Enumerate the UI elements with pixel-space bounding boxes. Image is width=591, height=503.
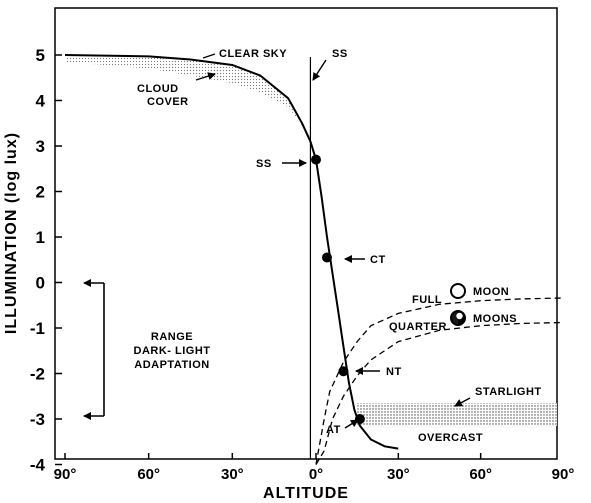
overcast-label: OVERCAST — [418, 432, 483, 444]
full-label: FULL — [412, 294, 442, 306]
x-tick-label: 90° — [54, 466, 77, 483]
ss-top-arrow — [312, 59, 327, 81]
plot-frame — [54, 7, 558, 460]
y-axis-title: ILLUMINATION (log lux) — [3, 132, 20, 334]
x-tick-label: 90° — [552, 466, 575, 483]
x-tick-label: 60° — [469, 466, 492, 483]
ss-point-label: SS — [256, 158, 272, 170]
moon-label: MOON — [473, 286, 509, 298]
y-tick-label: 2 — [36, 183, 45, 202]
range-label-2: DARK- LIGHT — [134, 345, 211, 357]
twilight-point-ss — [311, 154, 321, 165]
clear-sky-leader — [202, 53, 216, 59]
y-tick-label: 0 — [36, 274, 45, 293]
x-tick-label: 30° — [387, 466, 410, 483]
ticks-layer: 5 4 3 2 1 0 -1 -2 -3 -4 90° 60° 30° 0° 30° 60° 90° — [30, 46, 574, 483]
twilight-point-at — [354, 414, 365, 424]
points-layer — [311, 154, 365, 424]
twilight-point-ct — [321, 252, 332, 263]
cloud-cover-arrow — [195, 72, 216, 81]
ss-top-label: SS — [332, 48, 348, 60]
y-tick-label: 5 — [36, 46, 45, 65]
cloud-label-1: CLOUD — [137, 83, 179, 95]
starlight-band — [357, 403, 557, 426]
quarter-label: QUARTER — [389, 321, 447, 333]
bands-layer — [65, 55, 557, 426]
range-label-1: RANGE — [151, 331, 193, 343]
at-label: AT — [326, 424, 341, 436]
quarter-moon-icon — [450, 310, 466, 326]
cloud-cover-band — [65, 55, 303, 126]
x-tick-label: 60° — [137, 466, 160, 483]
ct-label: CT — [370, 254, 386, 266]
full-moon-icon — [450, 283, 466, 299]
adaptation-range-bracket — [83, 279, 105, 420]
clear-sky-label: CLEAR SKY — [219, 48, 287, 60]
x-axis-title: ALTITUDE — [263, 485, 349, 502]
x-tick-label: 0° — [309, 466, 323, 483]
y-tick-label: -3 — [30, 410, 45, 429]
at-arrow — [344, 419, 359, 429]
starlight-arrow — [454, 397, 471, 407]
moons-label: MOONS — [473, 313, 517, 325]
range-label-3: ADAPTATION — [134, 359, 209, 371]
cloud-label-2: COVER — [147, 96, 189, 108]
quarter-moon-curve — [315, 321, 564, 465]
full-moon-curve — [315, 297, 564, 465]
y-tick-label: -4 — [30, 456, 46, 475]
y-tick-label: -1 — [30, 319, 45, 338]
y-tick-label: 1 — [36, 228, 45, 247]
x-tick-label: 30° — [221, 466, 244, 483]
twilight-point-nt — [338, 366, 349, 377]
starlight-label: STARLIGHT — [475, 386, 542, 398]
nt-label: NT — [386, 366, 402, 378]
y-tick-label: -2 — [30, 365, 45, 384]
y-tick-label: 3 — [36, 137, 45, 156]
y-tick-label: 4 — [36, 92, 46, 111]
